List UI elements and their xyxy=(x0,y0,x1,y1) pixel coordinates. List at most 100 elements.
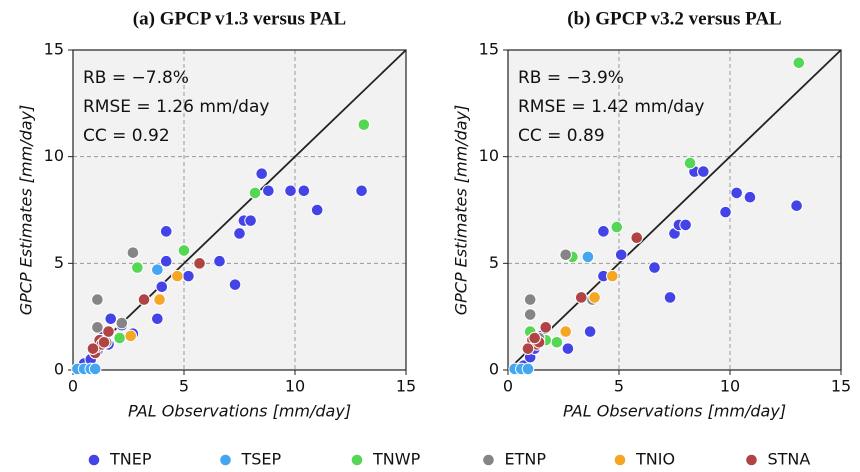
legend-marker xyxy=(745,453,758,467)
annotation: RB = −7.8% xyxy=(83,68,189,88)
legend-label: TNWP xyxy=(372,450,421,469)
data-point xyxy=(559,325,573,338)
data-point xyxy=(614,248,628,262)
data-point xyxy=(137,293,151,306)
data-point xyxy=(115,316,129,330)
data-point xyxy=(155,280,169,294)
data-point xyxy=(559,248,573,262)
data-point xyxy=(91,321,104,334)
data-point xyxy=(153,293,166,306)
data-point xyxy=(86,342,100,355)
data-point xyxy=(792,56,806,70)
data-point xyxy=(97,335,111,349)
annotation: CC = 0.89 xyxy=(518,126,605,146)
data-point xyxy=(588,291,601,304)
data-point xyxy=(730,186,743,200)
y-axis-label: GPCP Estimates [mm/day] xyxy=(452,105,471,316)
data-point xyxy=(151,263,164,277)
data-point xyxy=(284,184,297,198)
legend-label: TNIO xyxy=(635,450,675,469)
x-tick-label: 5 xyxy=(614,377,624,396)
data-point xyxy=(528,331,541,345)
data-point xyxy=(539,321,553,334)
data-point xyxy=(581,250,595,264)
y-axis-label: GPCP Estimates [mm/day] xyxy=(17,105,36,316)
data-point xyxy=(583,325,597,338)
y-tick-label: 15 xyxy=(44,40,64,59)
data-point xyxy=(193,257,206,270)
data-point xyxy=(679,218,692,232)
data-point xyxy=(255,167,269,181)
data-point xyxy=(262,184,275,198)
data-point xyxy=(561,342,575,355)
data-point xyxy=(743,190,757,204)
data-point xyxy=(719,205,732,219)
legend-marker xyxy=(613,453,627,467)
data-point xyxy=(177,244,191,257)
one-to-one-line xyxy=(72,49,407,371)
data-point xyxy=(697,165,710,178)
annotation: CC = 0.92 xyxy=(83,126,170,146)
data-point xyxy=(182,269,195,283)
data-point xyxy=(683,156,697,170)
data-point xyxy=(159,225,173,238)
data-point xyxy=(124,329,138,343)
data-point xyxy=(91,293,104,306)
data-point xyxy=(228,278,242,291)
annotation: RMSE = 1.26 mm/day xyxy=(83,97,269,117)
legend-label: TNEP xyxy=(109,450,152,469)
legend-marker xyxy=(350,453,364,467)
legend-label: STNA xyxy=(768,450,811,469)
legend-marker xyxy=(87,453,101,467)
chart-title: (b) GPCP v3.2 versus PAL xyxy=(567,8,781,29)
data-point xyxy=(630,231,644,245)
data-point xyxy=(213,254,226,268)
data-point xyxy=(159,254,173,268)
data-point xyxy=(126,246,140,259)
y-tick-label: 0 xyxy=(54,360,64,379)
data-point xyxy=(648,261,661,274)
x-tick-label: 10 xyxy=(285,377,305,396)
y-tick-label: 10 xyxy=(479,146,499,165)
legend-label: TSEP xyxy=(241,450,282,469)
data-point xyxy=(523,308,537,321)
legend-marker xyxy=(219,453,232,467)
data-point xyxy=(357,118,371,131)
data-point xyxy=(521,362,535,376)
y-tick-label: 0 xyxy=(489,360,499,379)
data-point xyxy=(597,225,610,238)
data-point xyxy=(663,291,677,304)
chart-title: (a) GPCP v1.3 versus PAL xyxy=(133,8,346,29)
data-point xyxy=(113,331,126,345)
legend-label: ETNP xyxy=(505,450,547,469)
data-point xyxy=(151,312,164,326)
x-tick-label: 10 xyxy=(720,377,740,396)
data-point xyxy=(523,293,537,306)
data-point xyxy=(550,335,564,349)
data-point xyxy=(102,325,115,338)
data-point xyxy=(248,186,262,200)
y-tick-label: 15 xyxy=(479,40,499,59)
x-tick-label: 15 xyxy=(396,377,416,396)
data-point xyxy=(171,269,184,283)
y-tick-label: 5 xyxy=(489,253,499,272)
x-tick-label: 0 xyxy=(503,377,513,396)
data-point xyxy=(297,184,311,198)
x-axis-label: PAL Observations [mm/day] xyxy=(128,402,351,421)
data-point xyxy=(244,214,257,227)
legend-marker xyxy=(482,453,495,467)
data-point xyxy=(610,220,624,234)
annotation: RB = −3.9% xyxy=(518,68,624,88)
data-point xyxy=(131,261,144,274)
x-tick-label: 15 xyxy=(831,377,851,396)
data-point xyxy=(790,199,803,213)
data-point xyxy=(310,203,324,217)
one-to-one-line xyxy=(507,49,842,371)
x-tick-label: 5 xyxy=(179,377,189,396)
data-point xyxy=(233,227,246,240)
annotation: RMSE = 1.42 mm/day xyxy=(518,97,704,117)
plot-frame xyxy=(72,49,407,371)
plot-frame xyxy=(507,49,842,371)
data-point xyxy=(521,342,535,355)
